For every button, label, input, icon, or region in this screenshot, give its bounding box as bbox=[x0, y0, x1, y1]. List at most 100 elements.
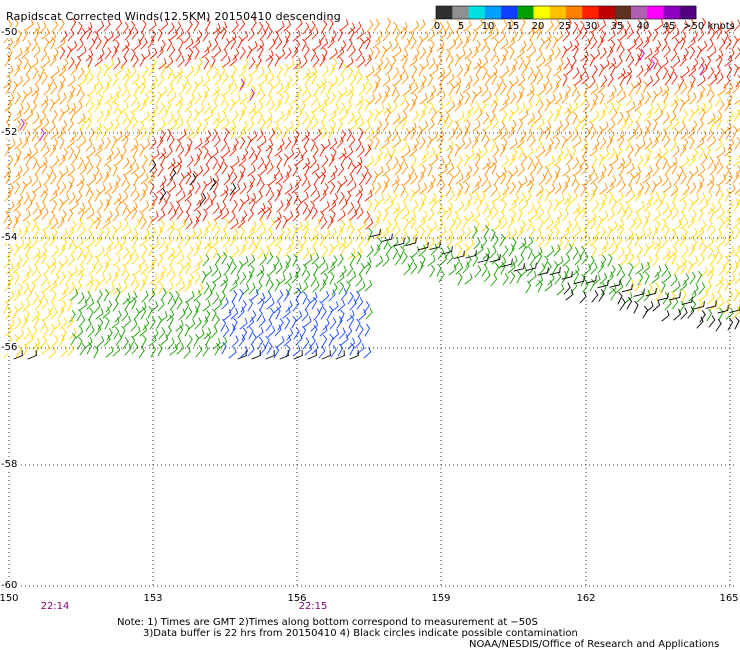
wind-barb bbox=[346, 128, 353, 142]
wind-barb-flag bbox=[550, 20, 554, 26]
wind-barb-shaft bbox=[516, 184, 523, 194]
wind-barb bbox=[688, 154, 696, 167]
wind-barb bbox=[12, 36, 20, 49]
wind-barb-shaft bbox=[257, 71, 265, 80]
wind-barb bbox=[403, 38, 411, 51]
wind-barb-flag bbox=[511, 182, 516, 188]
wind-barb bbox=[113, 57, 121, 70]
wind-barb bbox=[679, 98, 685, 112]
wind-barb-shaft bbox=[475, 66, 482, 76]
wind-barb bbox=[250, 63, 259, 76]
wind-barb-flag bbox=[409, 84, 412, 90]
wind-barb-flag bbox=[241, 164, 246, 170]
wind-barb bbox=[6, 65, 14, 78]
wind-barb-flag bbox=[639, 99, 643, 106]
wind-barb bbox=[141, 200, 150, 213]
wind-barb-flag bbox=[419, 63, 424, 69]
wind-barb-shaft bbox=[104, 51, 112, 60]
wind-barb-shaft bbox=[192, 41, 201, 49]
wind-barb bbox=[662, 112, 670, 125]
wind-barb-shaft bbox=[600, 33, 606, 43]
wind-barb bbox=[382, 29, 390, 42]
wind-barb bbox=[634, 189, 642, 202]
wind-barb-shaft bbox=[508, 68, 516, 77]
wind-barb-shaft bbox=[619, 122, 627, 131]
wind-barb-flag bbox=[576, 90, 581, 96]
wind-barb-shaft bbox=[654, 134, 661, 143]
wind-barb-shaft bbox=[4, 58, 11, 67]
wind-barb-flag bbox=[539, 72, 544, 78]
wind-barb-flag bbox=[451, 190, 455, 196]
wind-barb-flag bbox=[522, 130, 527, 136]
wind-barb-flag bbox=[395, 67, 400, 73]
wind-barb bbox=[365, 82, 373, 95]
wind-barb-flag bbox=[730, 138, 735, 144]
wind-barb-flag bbox=[271, 128, 276, 134]
wind-barb-flag bbox=[19, 110, 22, 116]
wind-barb-flag bbox=[710, 90, 715, 96]
wind-barb-shaft bbox=[474, 44, 481, 53]
wind-barb bbox=[645, 119, 652, 133]
wind-barb-shaft bbox=[375, 124, 383, 133]
wind-barb-flag bbox=[365, 98, 370, 104]
wind-barb-flag bbox=[531, 174, 535, 181]
wind-barb-flag bbox=[366, 36, 371, 42]
wind-barb-flag bbox=[250, 119, 255, 125]
wind-barb bbox=[588, 120, 594, 134]
wind-barb bbox=[690, 74, 696, 88]
wind-barb-flag bbox=[288, 47, 292, 53]
wind-barb-shaft bbox=[392, 117, 401, 125]
wind-barb-flag bbox=[223, 139, 228, 145]
wind-barb bbox=[348, 89, 354, 103]
wind-barb-flag bbox=[613, 30, 616, 36]
wind-barb-flag bbox=[719, 190, 724, 196]
wind-barb-flag bbox=[322, 81, 327, 87]
wind-barb-flag bbox=[686, 183, 690, 189]
wind-barb-shaft bbox=[321, 23, 328, 33]
wind-barb bbox=[320, 81, 327, 95]
wind-barb-flag bbox=[200, 193, 204, 199]
wind-barb bbox=[49, 98, 55, 112]
wind-barb-shaft bbox=[327, 40, 335, 49]
wind-barb-flag bbox=[647, 147, 652, 153]
wind-barb bbox=[591, 65, 598, 78]
wind-barb-shaft bbox=[651, 94, 658, 104]
wind-barb-shaft bbox=[499, 148, 506, 157]
wind-barb-flag bbox=[203, 91, 208, 97]
wind-barb bbox=[327, 126, 335, 139]
wind-barb-flag bbox=[613, 108, 618, 114]
wind-barb-flag bbox=[357, 111, 362, 117]
wind-barb bbox=[599, 91, 605, 105]
wind-barb-flag bbox=[736, 109, 740, 115]
wind-barb-shaft bbox=[329, 96, 336, 105]
wind-barb bbox=[70, 153, 78, 166]
wind-barb bbox=[160, 62, 167, 76]
wind-barb-shaft bbox=[430, 112, 437, 121]
wind-barb-shaft bbox=[184, 148, 191, 157]
wind-barb-shaft bbox=[597, 40, 604, 49]
wind-barb bbox=[203, 146, 209, 160]
wind-barb bbox=[219, 155, 225, 169]
wind-barb-shaft bbox=[483, 49, 491, 58]
wind-barb-flag bbox=[9, 183, 14, 189]
wind-barb-shaft bbox=[615, 104, 621, 114]
wind-barb-shaft bbox=[160, 112, 168, 121]
wind-barb-shaft bbox=[202, 79, 211, 87]
wind-barb-shaft bbox=[356, 32, 365, 40]
wind-barb-flag bbox=[160, 46, 164, 52]
wind-barb bbox=[214, 117, 220, 131]
wind-barb-shaft bbox=[250, 22, 257, 31]
wind-barb-flag bbox=[281, 110, 285, 117]
wind-barb bbox=[589, 145, 598, 157]
wind-barb-flag bbox=[462, 138, 466, 145]
wind-barb bbox=[643, 110, 652, 122]
wind-barb bbox=[273, 120, 279, 134]
wind-barb-flag bbox=[144, 93, 149, 99]
wind-barb-flag bbox=[649, 110, 652, 116]
wind-barb-shaft bbox=[403, 42, 411, 51]
wind-barb-shaft bbox=[619, 166, 625, 176]
wind-barb-shaft bbox=[592, 96, 599, 106]
wind-barb-shaft bbox=[60, 124, 68, 133]
wind-barb-flag bbox=[636, 143, 641, 149]
wind-barb bbox=[67, 119, 74, 132]
